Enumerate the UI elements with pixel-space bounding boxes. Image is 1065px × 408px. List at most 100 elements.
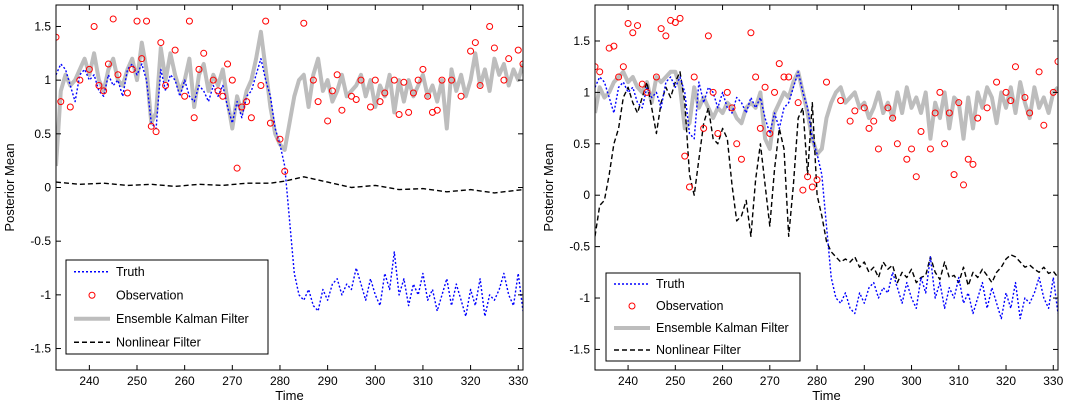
legend-label-observation: Observation xyxy=(116,288,183,302)
observation-point xyxy=(347,92,355,100)
observation-point xyxy=(638,80,646,88)
x-tick-label: 280 xyxy=(807,374,827,388)
observation-point xyxy=(500,76,508,84)
observation-point xyxy=(837,97,845,105)
observation-point xyxy=(813,176,821,184)
observation-point xyxy=(171,46,179,54)
observation-point xyxy=(799,186,807,194)
observation-point xyxy=(804,173,812,181)
observation-point xyxy=(1040,121,1048,129)
y-tick-label: -0.5 xyxy=(30,234,51,248)
observation-point xyxy=(931,109,939,117)
observation-markers xyxy=(595,14,1058,194)
observation-point xyxy=(893,140,901,148)
observation-point xyxy=(433,106,441,114)
observation-point xyxy=(457,92,465,100)
x-tick-label: 240 xyxy=(79,374,99,388)
observation-point xyxy=(936,88,944,96)
observation-point xyxy=(300,19,308,27)
x-axis-label: Time xyxy=(812,388,840,403)
observation-point xyxy=(681,152,689,160)
observation-point xyxy=(941,140,949,148)
observation-point xyxy=(109,15,117,23)
y-tick-label: -1 xyxy=(579,291,590,305)
observation-point xyxy=(123,89,131,97)
x-tick-label: 250 xyxy=(665,374,685,388)
legend: Truth Observation Ensemble Kalman Filter No… xyxy=(605,272,801,362)
observation-point xyxy=(737,155,745,163)
plot-area xyxy=(595,14,1058,320)
plot-area xyxy=(56,15,523,317)
observation-point xyxy=(775,60,783,68)
observation-point xyxy=(629,29,637,37)
observation-point xyxy=(851,107,859,115)
x-tick-label: 330 xyxy=(508,374,528,388)
observation-point xyxy=(157,39,165,47)
observation-point xyxy=(214,87,222,95)
observation-point xyxy=(276,135,284,143)
y-axis-label: Posterior Mean xyxy=(2,143,17,231)
x-tick-label: 240 xyxy=(618,374,638,388)
observation-point xyxy=(209,76,217,84)
nonlinear-filter-line xyxy=(595,71,1058,287)
observation-point xyxy=(662,32,670,40)
legend-label-enkf: Ensemble Kalman Filter xyxy=(656,321,789,335)
nonlinear-filter-line xyxy=(56,176,523,194)
observation-point xyxy=(233,164,241,172)
observation-point xyxy=(333,71,341,79)
x-tick-label: 250 xyxy=(127,374,147,388)
legend-label-enkf: Ensemble Kalman Filter xyxy=(116,312,249,326)
observation-point xyxy=(709,88,717,96)
observation-point xyxy=(371,76,379,84)
legend-label-truth: Truth xyxy=(656,277,685,291)
observation-point xyxy=(860,104,868,112)
legend-box xyxy=(605,272,801,362)
observation-point xyxy=(90,22,98,30)
enkf-line xyxy=(595,69,1058,157)
observation-point xyxy=(490,44,498,52)
observation-point xyxy=(390,76,398,84)
y-tick-label: 1 xyxy=(44,73,51,87)
observation-point xyxy=(448,76,456,84)
observation-point xyxy=(57,98,65,106)
observation-point xyxy=(756,124,764,132)
y-tick-label: 1.5 xyxy=(34,19,51,33)
observation-point xyxy=(200,49,208,57)
x-tick-label: 270 xyxy=(760,374,780,388)
observation-point xyxy=(652,73,660,81)
observation-point xyxy=(969,160,977,168)
observation-point xyxy=(328,87,336,95)
observation-point xyxy=(224,60,232,68)
observation-point xyxy=(964,155,972,163)
observation-point xyxy=(438,76,446,84)
x-tick-label: 300 xyxy=(902,374,922,388)
observation-markers xyxy=(56,15,523,175)
observation-point xyxy=(908,145,916,153)
x-tick-label: 310 xyxy=(949,374,969,388)
observation-point xyxy=(514,46,522,54)
y-tick-label: 1 xyxy=(583,85,590,99)
x-tick-label: 320 xyxy=(461,374,481,388)
observation-point xyxy=(634,22,642,30)
observation-point xyxy=(66,103,74,111)
observation-point xyxy=(685,183,693,191)
observation-point xyxy=(266,119,274,127)
observation-point xyxy=(162,82,170,90)
observation-point xyxy=(190,114,198,122)
observation-point xyxy=(903,155,911,163)
legend-box xyxy=(65,259,269,355)
observation-point xyxy=(643,88,651,96)
observation-point xyxy=(676,14,684,22)
x-tick-label: 290 xyxy=(318,374,338,388)
observation-point xyxy=(424,92,432,100)
observation-point xyxy=(728,104,736,112)
legend-label-observation: Observation xyxy=(656,299,723,313)
observation-point xyxy=(874,145,882,153)
observation-point xyxy=(1011,63,1019,71)
observation-point xyxy=(324,117,332,125)
x-axis-label: Time xyxy=(275,388,303,403)
observation-point xyxy=(147,122,155,130)
observation-point xyxy=(865,124,873,132)
observation-point xyxy=(309,76,317,84)
observation-point xyxy=(367,103,375,111)
